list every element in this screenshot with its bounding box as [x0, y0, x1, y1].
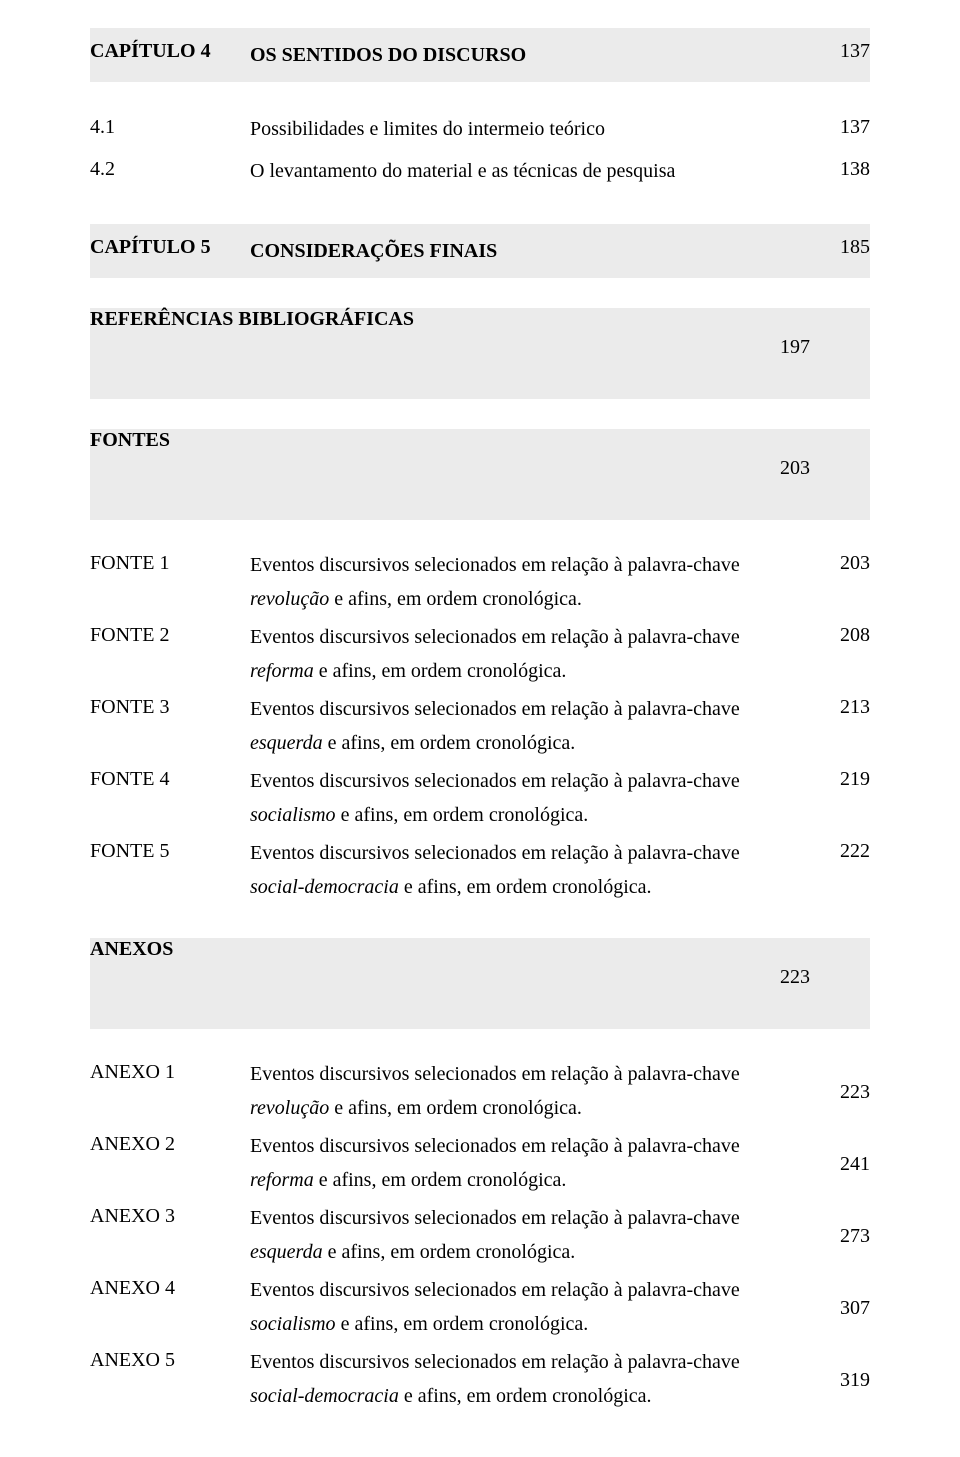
spacer	[90, 194, 870, 224]
list-item-keyword: reforma	[250, 1169, 314, 1191]
list-item-description: Eventos discursivos selecionados em rela…	[250, 1345, 810, 1413]
list-item-label: ANEXO 2	[90, 1129, 250, 1158]
fontes-heading: FONTES 203	[90, 429, 870, 520]
references-page: 197	[690, 308, 870, 399]
list-item-description: Eventos discursivos selecionados em rela…	[250, 836, 810, 904]
spacer	[90, 908, 870, 938]
list-item-keyword: social-democracia	[250, 1385, 399, 1407]
list-item-label: FONTE 3	[90, 692, 250, 721]
toc-entry-page: 137	[810, 112, 870, 141]
list-item-page: 241	[810, 1149, 870, 1178]
list-item-page: 203	[810, 548, 870, 577]
page-container: CAPÍTULO 4 OS SENTIDOS DO DISCURSO 137 4…	[0, 0, 960, 1457]
list-item-page: 222	[810, 836, 870, 865]
chapter-5-page: 185	[810, 234, 870, 261]
list-item-page: 208	[810, 620, 870, 649]
spacer	[90, 82, 870, 106]
list-item-label: ANEXO 3	[90, 1201, 250, 1230]
references-title: REFERÊNCIAS BIBLIOGRÁFICAS	[90, 308, 690, 399]
chapter-5-heading: CAPÍTULO 5 CONSIDERAÇÕES FINAIS 185	[90, 224, 870, 278]
list-item-description: Eventos discursivos selecionados em rela…	[250, 692, 810, 760]
fontes-page: 203	[690, 429, 870, 520]
list-item: ANEXO 4Eventos discursivos selecionados …	[90, 1273, 870, 1341]
anexos-heading: ANEXOS 223	[90, 938, 870, 1029]
references-heading: REFERÊNCIAS BIBLIOGRÁFICAS 197	[90, 308, 870, 399]
chapter-5-title: CONSIDERAÇÕES FINAIS	[250, 234, 810, 268]
list-item-label: ANEXO 4	[90, 1273, 250, 1302]
fontes-list: FONTE 1Eventos discursivos selecionados …	[90, 548, 870, 904]
list-item-keyword: socialismo	[250, 1313, 336, 1335]
list-item-description: Eventos discursivos selecionados em rela…	[250, 1057, 810, 1125]
spacer	[90, 278, 870, 308]
toc-entry: 4.1 Possibilidades e limites do intermei…	[90, 110, 870, 148]
list-item-keyword: socialismo	[250, 804, 336, 826]
chapter-5-label: CAPÍTULO 5	[90, 234, 250, 261]
list-item: ANEXO 3Eventos discursivos selecionados …	[90, 1201, 870, 1269]
list-item-description: Eventos discursivos selecionados em rela…	[250, 1273, 810, 1341]
list-item-keyword: revolução	[250, 1097, 329, 1119]
list-item-page: 223	[810, 1077, 870, 1106]
list-item: FONTE 4Eventos discursivos selecionados …	[90, 764, 870, 832]
list-item-label: ANEXO 1	[90, 1057, 250, 1086]
toc-entry-num: 4.1	[90, 112, 250, 141]
toc-entry-page: 138	[810, 154, 870, 183]
spacer	[90, 520, 870, 544]
chapter-4-label: CAPÍTULO 4	[90, 38, 250, 65]
list-item-label: FONTE 4	[90, 764, 250, 793]
list-item-page: 213	[810, 692, 870, 721]
list-item: ANEXO 2Eventos discursivos selecionados …	[90, 1129, 870, 1197]
toc-entry: 4.2 O levantamento do material e as técn…	[90, 152, 870, 190]
chapter-4-heading: CAPÍTULO 4 OS SENTIDOS DO DISCURSO 137	[90, 28, 870, 82]
list-item-label: FONTE 5	[90, 836, 250, 865]
list-item-label: ANEXO 5	[90, 1345, 250, 1374]
chapter-4-title: OS SENTIDOS DO DISCURSO	[250, 38, 810, 72]
list-item-page: 319	[810, 1365, 870, 1394]
list-item-keyword: reforma	[250, 660, 314, 682]
toc-entry-text: O levantamento do material e as técnicas…	[250, 154, 810, 188]
list-item-page: 307	[810, 1293, 870, 1322]
list-item: FONTE 1Eventos discursivos selecionados …	[90, 548, 870, 616]
toc-entry-num: 4.2	[90, 154, 250, 183]
chapter-4-page: 137	[810, 38, 870, 65]
fontes-title: FONTES	[90, 429, 690, 520]
list-item-label: FONTE 1	[90, 548, 250, 577]
list-item-description: Eventos discursivos selecionados em rela…	[250, 548, 810, 616]
spacer	[90, 1029, 870, 1053]
list-item: FONTE 5Eventos discursivos selecionados …	[90, 836, 870, 904]
list-item: ANEXO 5Eventos discursivos selecionados …	[90, 1345, 870, 1413]
list-item-description: Eventos discursivos selecionados em rela…	[250, 1129, 810, 1197]
anexos-title: ANEXOS	[90, 938, 690, 1029]
list-item-description: Eventos discursivos selecionados em rela…	[250, 620, 810, 688]
list-item-keyword: revolução	[250, 588, 329, 610]
list-item-description: Eventos discursivos selecionados em rela…	[250, 1201, 810, 1269]
list-item: FONTE 3Eventos discursivos selecionados …	[90, 692, 870, 760]
list-item-keyword: esquerda	[250, 1241, 323, 1263]
anexos-page: 223	[690, 938, 870, 1029]
list-item-label: FONTE 2	[90, 620, 250, 649]
spacer	[90, 399, 870, 429]
list-item-keyword: social-democracia	[250, 876, 399, 898]
list-item: ANEXO 1Eventos discursivos selecionados …	[90, 1057, 870, 1125]
list-item-keyword: esquerda	[250, 732, 323, 754]
toc-entry-text: Possibilidades e limites do intermeio te…	[250, 112, 810, 146]
list-item-page: 273	[810, 1221, 870, 1250]
list-item-page: 219	[810, 764, 870, 793]
list-item-description: Eventos discursivos selecionados em rela…	[250, 764, 810, 832]
list-item: FONTE 2Eventos discursivos selecionados …	[90, 620, 870, 688]
anexos-list: ANEXO 1Eventos discursivos selecionados …	[90, 1057, 870, 1413]
